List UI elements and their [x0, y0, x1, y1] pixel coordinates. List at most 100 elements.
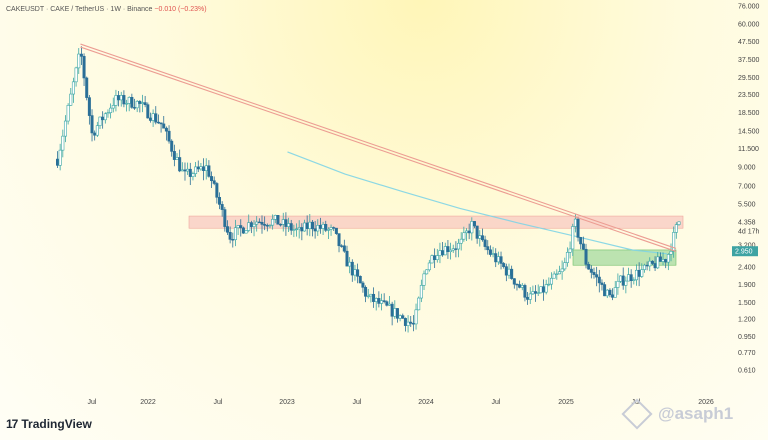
y-tick-label: 1.200	[738, 317, 756, 324]
candle-body	[77, 53, 81, 69]
candle-body	[233, 227, 237, 240]
candle	[90, 109, 94, 142]
y-tick-label: 3.200	[738, 243, 756, 250]
candle-body	[403, 318, 407, 326]
candle	[101, 111, 105, 129]
candle	[534, 285, 538, 302]
candle-body	[518, 284, 522, 288]
candle-body	[180, 169, 184, 172]
candle	[547, 277, 551, 287]
candle	[289, 219, 293, 235]
candle	[210, 171, 214, 189]
candle-body	[573, 218, 577, 227]
candle-body	[390, 303, 394, 317]
candle-body	[395, 308, 399, 319]
candle	[603, 282, 607, 297]
candle-body	[619, 275, 623, 282]
candle	[642, 263, 646, 273]
candle	[63, 115, 67, 143]
candle-body	[595, 274, 599, 278]
candle	[616, 273, 620, 295]
candle-body	[422, 273, 426, 286]
candle-body	[175, 157, 179, 160]
candle	[597, 269, 601, 293]
candle	[417, 296, 421, 311]
candle	[61, 129, 65, 158]
candle	[164, 126, 168, 141]
candle-body	[103, 113, 107, 121]
candle-body	[616, 280, 620, 288]
candle-body	[135, 101, 139, 109]
candle-body	[212, 180, 216, 184]
candle	[563, 257, 567, 271]
candle-body	[172, 151, 176, 160]
candle-body	[247, 222, 251, 231]
candle-body	[470, 221, 474, 234]
candle	[364, 285, 368, 303]
candle-body	[334, 227, 338, 234]
candle	[276, 215, 280, 225]
x-tick-label: 2026	[698, 399, 714, 406]
candle	[515, 283, 519, 291]
candle	[584, 243, 588, 269]
y-tick-label: 1.900	[738, 282, 756, 289]
candle-body	[534, 291, 538, 294]
candle	[380, 293, 384, 311]
candle	[632, 277, 636, 285]
candle-body	[345, 250, 349, 267]
candle	[148, 112, 152, 123]
y-tick-label: 18.500	[738, 110, 760, 117]
candle	[526, 291, 530, 305]
candle-body	[515, 283, 519, 286]
candle	[95, 121, 99, 137]
candle	[502, 261, 506, 269]
y-tick-label: 23.500	[738, 92, 760, 99]
candle-body	[642, 264, 646, 270]
candle	[58, 143, 62, 171]
candle-body	[499, 256, 503, 264]
candle	[433, 248, 437, 269]
candle-body	[531, 291, 535, 295]
brand-name: TradingView	[21, 417, 92, 431]
candle	[486, 240, 490, 255]
candle	[244, 229, 248, 234]
candle	[571, 223, 575, 257]
candle-body	[597, 276, 601, 284]
candle-body	[502, 263, 506, 267]
y-tick-label: 29.500	[738, 75, 760, 82]
candle-body	[592, 272, 596, 275]
candle	[117, 90, 121, 107]
candle	[666, 253, 670, 271]
candle	[627, 267, 631, 282]
candle	[372, 287, 376, 308]
candle	[395, 308, 399, 323]
candle-body	[398, 315, 402, 319]
candle	[172, 144, 176, 167]
trendline-lower	[80, 46, 677, 252]
symbol-label[interactable]: CAKEUSDT	[6, 6, 44, 13]
candle-body	[244, 230, 248, 234]
candle	[127, 96, 131, 112]
candle	[451, 244, 455, 253]
candle	[387, 295, 391, 306]
candle-body	[249, 222, 253, 227]
candle-body	[119, 95, 123, 101]
candle-body	[425, 269, 429, 275]
candle	[475, 225, 479, 244]
interval-label[interactable]: 1W	[110, 6, 121, 13]
candle	[191, 171, 195, 181]
candle-body	[629, 274, 633, 281]
candle-body	[138, 101, 142, 104]
candle	[579, 236, 583, 250]
candle	[74, 66, 78, 87]
candle	[175, 153, 179, 160]
candle	[212, 176, 216, 186]
candle-body	[494, 253, 498, 263]
candle	[398, 314, 402, 322]
candle-body	[430, 255, 434, 264]
tradingview-brand[interactable]: 17 TradingView	[6, 417, 92, 431]
candle	[390, 301, 394, 326]
y-tick-label: 14.500	[738, 129, 760, 136]
candle	[528, 287, 532, 305]
